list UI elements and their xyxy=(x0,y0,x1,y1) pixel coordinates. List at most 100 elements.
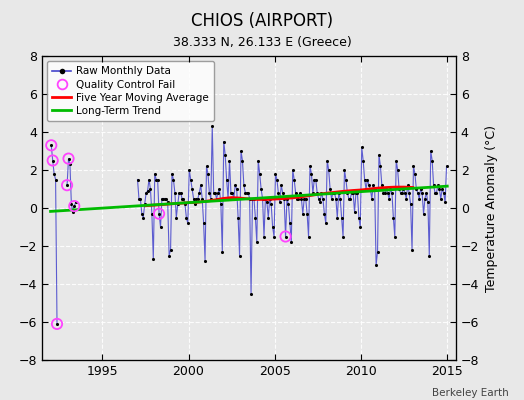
Point xyxy=(422,190,431,196)
Point xyxy=(271,170,280,177)
Point xyxy=(351,209,359,215)
Point xyxy=(274,190,282,196)
Point xyxy=(390,233,399,240)
Point xyxy=(195,190,203,196)
Point xyxy=(64,155,73,162)
Point xyxy=(435,186,443,192)
Point xyxy=(373,248,381,255)
Point xyxy=(155,210,163,217)
Point xyxy=(378,182,386,188)
Point xyxy=(145,176,153,183)
Point xyxy=(402,195,410,202)
Point xyxy=(369,182,377,188)
Point xyxy=(281,233,290,240)
Point xyxy=(165,252,173,259)
Point xyxy=(266,195,274,202)
Point xyxy=(258,195,267,202)
Point xyxy=(212,195,221,202)
Point xyxy=(290,176,298,183)
Point xyxy=(434,182,442,188)
Point xyxy=(355,214,363,221)
Point xyxy=(201,258,209,264)
Point xyxy=(270,233,278,240)
Point xyxy=(194,195,202,202)
Point xyxy=(210,190,218,196)
Point xyxy=(183,220,192,226)
Text: Berkeley Earth: Berkeley Earth xyxy=(432,388,508,398)
Point xyxy=(385,195,393,202)
Point xyxy=(228,190,236,196)
Point xyxy=(70,203,79,209)
Point xyxy=(396,190,405,196)
Point xyxy=(47,142,56,148)
Point xyxy=(175,190,183,196)
Point xyxy=(405,190,413,196)
Point xyxy=(284,201,292,207)
Point xyxy=(392,157,400,164)
Point xyxy=(352,190,360,196)
Point xyxy=(159,195,168,202)
Point xyxy=(389,214,398,221)
Point xyxy=(438,186,446,192)
Point xyxy=(380,190,389,196)
Point xyxy=(310,176,319,183)
Point xyxy=(150,170,159,177)
Point xyxy=(237,148,245,154)
Point xyxy=(365,182,373,188)
Point xyxy=(169,176,178,183)
Point xyxy=(166,246,174,253)
Point xyxy=(294,195,303,202)
Point xyxy=(362,186,370,192)
Point xyxy=(202,163,211,170)
Point xyxy=(356,224,365,230)
Point xyxy=(136,195,145,202)
Point xyxy=(50,170,58,177)
Point xyxy=(314,195,323,202)
Point xyxy=(287,239,296,245)
Point xyxy=(379,190,387,196)
Point xyxy=(71,199,80,206)
Point xyxy=(208,123,216,130)
Point xyxy=(326,186,334,192)
Point xyxy=(303,210,311,217)
Point xyxy=(144,188,152,194)
Point xyxy=(66,161,74,168)
Point xyxy=(368,195,376,202)
Point xyxy=(261,195,270,202)
Point xyxy=(318,190,326,196)
Point xyxy=(177,190,185,196)
Point xyxy=(162,195,170,202)
Point xyxy=(217,201,225,207)
Point xyxy=(142,190,150,196)
Point xyxy=(306,163,314,170)
Point xyxy=(182,214,191,221)
Point xyxy=(49,157,57,164)
Point xyxy=(384,190,392,196)
Point xyxy=(293,195,301,202)
Point xyxy=(329,190,337,196)
Point xyxy=(339,233,347,240)
Point xyxy=(388,190,396,196)
Point xyxy=(280,195,288,202)
Point xyxy=(133,176,141,183)
Point xyxy=(398,190,406,196)
Point xyxy=(187,176,195,183)
Point xyxy=(386,186,395,192)
Point xyxy=(215,186,224,192)
Point xyxy=(340,167,348,173)
Point xyxy=(286,220,294,226)
Point xyxy=(332,195,340,202)
Point xyxy=(403,182,412,188)
Point xyxy=(49,157,57,164)
Point xyxy=(278,190,287,196)
Point xyxy=(281,233,290,240)
Point xyxy=(241,190,249,196)
Point xyxy=(192,195,201,202)
Point xyxy=(425,252,433,259)
Point xyxy=(70,203,79,209)
Point xyxy=(172,214,180,221)
Point xyxy=(440,190,448,196)
Point xyxy=(307,170,315,177)
Point xyxy=(441,199,449,206)
Point xyxy=(53,321,61,327)
